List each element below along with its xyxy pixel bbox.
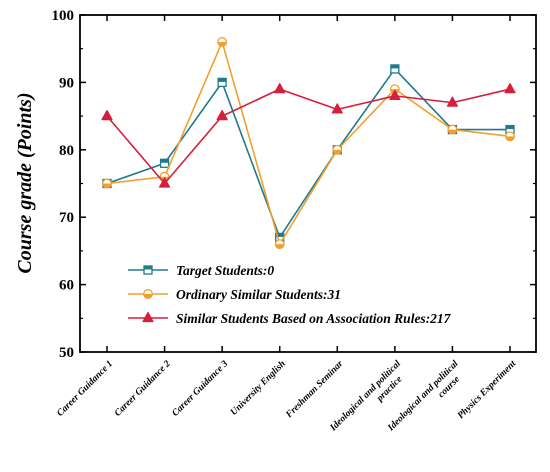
- x-tick-label-line: Career Guidance 1: [55, 359, 115, 419]
- legend-swatch-marker-fill: [142, 311, 154, 323]
- data-point-fill: [448, 129, 457, 134]
- series-3: [101, 83, 516, 188]
- y-tick-label: 70: [59, 210, 74, 226]
- data-point: [447, 124, 458, 135]
- data-point-fill: [102, 183, 112, 188]
- data-point-fill: [216, 110, 228, 121]
- y-axis: 50 60 70 80 90 100: [52, 8, 536, 361]
- x-tick-label: Career Guidance 2: [113, 359, 173, 419]
- data-point-fill: [332, 149, 342, 155]
- x-tick-label: Ideological and politicalcourse: [386, 359, 470, 443]
- data-point-fill: [505, 136, 515, 141]
- series-layer: [101, 37, 516, 250]
- series-1: [102, 64, 515, 243]
- legend-item: Ordinary Similar Students:31: [128, 287, 341, 302]
- series-2: [102, 37, 515, 250]
- legend-item: Similar Students Based on Association Ru…: [128, 311, 452, 326]
- y-tick-label: 60: [59, 278, 74, 294]
- data-point-fill: [331, 103, 343, 114]
- data-point: [216, 110, 228, 121]
- y-axis-title-group: Course grade (Points): [14, 92, 36, 273]
- series-line: [106, 41, 511, 245]
- legend: Target Students:0 Ordinary Similar Studen…: [128, 263, 452, 326]
- data-point-fill: [275, 244, 285, 249]
- legend-swatch-marker: [143, 265, 153, 275]
- y-tick-label: 100: [52, 8, 75, 24]
- data-point: [159, 158, 170, 168]
- data-point-fill: [446, 96, 459, 107]
- x-tick-label-line: University English: [229, 359, 288, 418]
- x-tick-label: Physics Experiment: [456, 359, 518, 421]
- data-point-fill: [390, 64, 399, 69]
- x-tick-label: Career Guidance 1: [55, 359, 115, 419]
- data-point: [274, 239, 285, 250]
- data-point: [390, 64, 400, 74]
- legend-swatch-marker-fill: [143, 294, 153, 299]
- data-point-fill: [158, 177, 171, 188]
- data-point-fill: [275, 233, 284, 237]
- data-point: [158, 177, 171, 188]
- x-tick-label: Ideological and politicalpractice: [328, 359, 412, 443]
- x-tick-label-line: Career Guidance 3: [171, 359, 231, 419]
- data-point: [217, 37, 228, 47]
- y-tick-label: 50: [59, 345, 74, 361]
- data-point: [446, 96, 459, 107]
- data-point-fill: [218, 78, 227, 82]
- legend-label: Target Students:0: [176, 263, 274, 278]
- data-point-fill: [101, 110, 113, 121]
- legend-swatch-marker: [143, 289, 153, 299]
- data-point: [331, 103, 343, 114]
- data-point: [274, 83, 286, 94]
- data-point: [217, 77, 227, 88]
- data-point: [389, 89, 401, 100]
- data-point: [332, 144, 343, 155]
- data-point: [101, 110, 113, 121]
- data-point-fill: [217, 41, 227, 47]
- data-point: [505, 131, 515, 142]
- legend-label: Ordinary Similar Students:31: [176, 287, 341, 302]
- x-tick-label: University English: [229, 359, 288, 418]
- data-point-fill: [274, 83, 286, 94]
- legend-swatch-marker-fill: [144, 266, 152, 270]
- x-tick-label-line: Physics Experiment: [456, 359, 518, 421]
- legend-item: Target Students:0: [128, 263, 274, 278]
- data-point: [504, 83, 516, 94]
- data-point-fill: [504, 83, 516, 94]
- y-tick-label: 80: [59, 143, 74, 159]
- series-line: [106, 68, 510, 239]
- x-tick-label-line: Freshman Seminar: [284, 359, 346, 421]
- legend-swatch-marker: [142, 311, 154, 323]
- data-point: [102, 178, 112, 189]
- y-axis-title: Course grade (Points): [14, 92, 36, 273]
- data-point-fill: [160, 159, 169, 163]
- x-tick-label-line: Career Guidance 2: [113, 359, 173, 419]
- x-tick-label: Career Guidance 3: [171, 359, 231, 419]
- series-line: [106, 88, 511, 185]
- y-tick-label: 90: [59, 75, 74, 91]
- legend-label: Similar Students Based on Association Ru…: [176, 311, 452, 326]
- x-tick-label: Freshman Seminar: [284, 359, 346, 421]
- data-point-fill: [506, 125, 514, 130]
- data-point-fill: [389, 89, 401, 100]
